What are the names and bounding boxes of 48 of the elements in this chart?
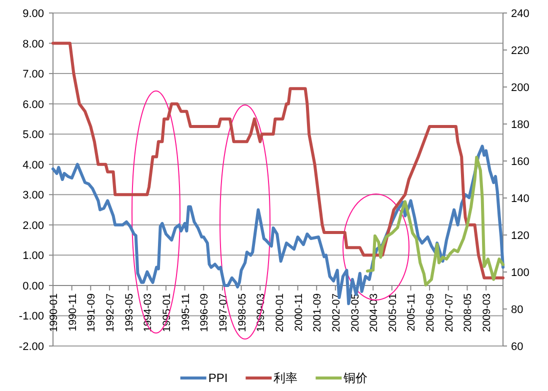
y-tick-label: 2.00 (22, 220, 44, 232)
x-tick-label: 1994-03 (142, 293, 154, 332)
x-tick-label: 1996-09 (198, 293, 211, 332)
y2-tick-label: 220 (511, 45, 530, 57)
y2-tick-label: 120 (511, 230, 530, 242)
x-tick-label: 1995-01 (160, 293, 173, 332)
x-tick-label: 2006-09 (424, 293, 437, 332)
x-tick-label: 2005-01 (386, 293, 399, 332)
legend-label: PPI (208, 371, 228, 385)
x-tick-label: 2004-03 (368, 293, 380, 332)
x-tick-label: 2005-11 (406, 293, 418, 332)
y-tick-label: -2.00 (18, 341, 44, 353)
x-tick-label: 1990-01 (48, 293, 60, 332)
x-tick-label: 2002-07 (330, 293, 342, 332)
y-tick-label: 7.00 (22, 68, 44, 81)
x-tick-label: 1997-07 (217, 293, 230, 332)
x-tick-label: 2001-09 (312, 293, 324, 332)
x-tick-label: 2000-11 (292, 293, 305, 332)
x-tick-label: 2007-07 (443, 293, 456, 332)
x-tick-label: 2003-05 (349, 293, 362, 332)
x-tick-label: 1992-07 (104, 293, 116, 332)
y2-tick-label: 100 (511, 267, 530, 279)
x-tick-label: 2009-03 (481, 293, 494, 332)
y-tick-label: 0.00 (22, 280, 44, 292)
x-tick-label: 1998-05 (236, 293, 248, 332)
y2-tick-label: 160 (511, 156, 530, 168)
legend-label: 利率 (274, 371, 298, 385)
y2-tick-label: 80 (511, 304, 524, 316)
y2-tick-label: 180 (511, 119, 530, 131)
y-tick-label: 9.00 (22, 8, 44, 20)
y-tick-label: 1.00 (22, 250, 44, 262)
y-tick-label: 5.00 (22, 129, 44, 142)
y2-tick-label: 140 (511, 193, 530, 205)
x-tick-label: 1995-11 (180, 293, 192, 332)
y-tick-label: 4.00 (22, 159, 44, 172)
legend-label: 铜价 (342, 371, 368, 385)
x-tick-label: 1991-09 (86, 293, 98, 332)
x-tick-label: 1993-05 (123, 293, 136, 332)
y2-tick-label: 240 (511, 8, 530, 20)
x-tick-label: 2000-01 (274, 293, 286, 332)
y2-tick-label: 200 (511, 82, 530, 94)
y-tick-label: 8.00 (22, 38, 44, 50)
x-tick-label: 2008-05 (462, 293, 474, 332)
y-tick-label: 6.00 (22, 98, 44, 111)
y2-tick-label: 60 (511, 341, 524, 353)
x-tick-label: 1990-11 (66, 293, 79, 332)
y-tick-label: 3.00 (22, 190, 44, 202)
y-tick-label: -1.00 (18, 310, 44, 323)
